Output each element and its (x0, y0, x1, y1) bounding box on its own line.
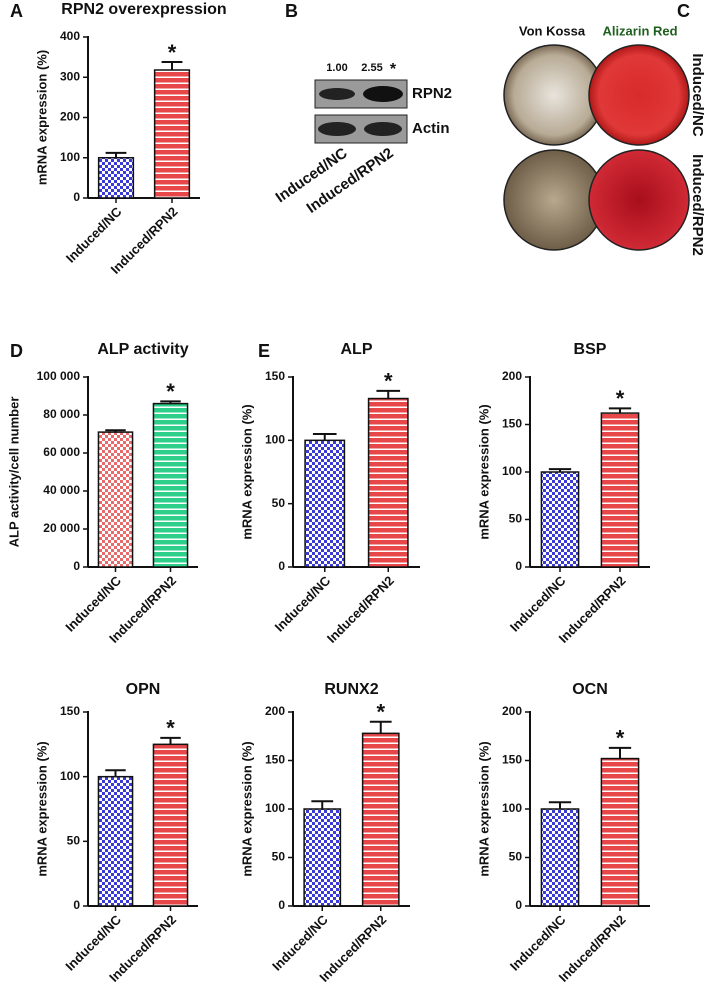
blot-significance: * (390, 61, 397, 78)
stain-column-label: Alizarin Red (602, 23, 677, 38)
stain-column-label: Von Kossa (519, 23, 586, 38)
panel-label: E (258, 341, 270, 361)
chart-title: OCN (572, 681, 608, 698)
bar (540, 471, 580, 568)
panel-label: D (10, 341, 23, 361)
y-tick-label: 200 (502, 369, 522, 383)
bar (97, 431, 134, 568)
stain-row-label: Induced/NC (689, 53, 706, 137)
significance-mark: * (168, 40, 177, 65)
significance-mark: * (376, 700, 385, 725)
stain-well (588, 149, 690, 251)
chart-title: BSP (574, 341, 607, 358)
stain-row-label: Induced/RPN2 (689, 154, 706, 256)
y-tick-label: 400 (60, 29, 80, 43)
blot-band (364, 122, 402, 136)
chart-title: OPN (126, 681, 161, 698)
x-tick-label: Induced/NC (269, 912, 331, 974)
y-tick-label: 300 (60, 69, 80, 83)
x-tick-label: Induced/NC (507, 912, 569, 974)
y-tick-label: 100 (265, 433, 285, 447)
y-tick-label: 20 000 (43, 521, 80, 535)
bar (303, 808, 342, 907)
blot-band (363, 86, 403, 102)
y-tick-label: 60 000 (43, 445, 80, 459)
y-tick-label: 100 (502, 801, 522, 815)
chart-title: ALP (341, 341, 373, 358)
y-tick-label: 50 (509, 512, 523, 526)
y-tick-label: 50 (272, 496, 286, 510)
blot-band (318, 122, 356, 136)
bar (304, 439, 346, 568)
y-tick-label: 150 (502, 753, 522, 767)
y-tick-label: 100 (502, 464, 522, 478)
y-tick-label: 150 (265, 369, 285, 383)
bar (600, 757, 640, 907)
bar (152, 743, 189, 907)
bar (153, 69, 191, 199)
y-tick-label: 150 (502, 417, 522, 431)
y-tick-label: 200 (502, 704, 522, 718)
panel-label: C (677, 1, 690, 21)
y-axis-label: mRNA expression (%) (476, 404, 491, 539)
y-axis-label: mRNA expression (%) (239, 741, 254, 876)
bar (97, 157, 135, 199)
bar (97, 775, 134, 907)
bar (152, 402, 189, 568)
y-tick-label: 100 (60, 150, 80, 164)
blot-band (319, 88, 355, 100)
y-tick-label: 0 (73, 190, 80, 204)
x-tick-label: Induced/NC (63, 204, 125, 266)
panel-label: B (285, 1, 298, 21)
panel-label: A (10, 1, 23, 21)
y-tick-label: 200 (265, 704, 285, 718)
y-tick-label: 0 (73, 898, 80, 912)
y-tick-label: 150 (60, 704, 80, 718)
y-tick-label: 0 (278, 559, 285, 573)
y-tick-label: 100 (265, 801, 285, 815)
y-tick-label: 0 (515, 898, 522, 912)
significance-mark: * (166, 379, 175, 404)
chart-title: RPN2 overexpression (61, 1, 226, 18)
bar (540, 808, 580, 907)
blot-band-label: Actin (412, 120, 450, 137)
bar (361, 732, 400, 907)
significance-mark: * (616, 386, 625, 411)
y-tick-label: 80 000 (43, 407, 80, 421)
y-tick-label: 100 000 (37, 369, 81, 383)
y-tick-label: 0 (515, 559, 522, 573)
y-axis-label: mRNA expression (%) (239, 404, 254, 539)
y-tick-label: 50 (67, 834, 81, 848)
chart-title: RUNX2 (324, 681, 378, 698)
blot-band-label: RPN2 (412, 85, 452, 102)
y-tick-label: 150 (265, 753, 285, 767)
chart-title: ALP activity (97, 341, 188, 358)
x-tick-label: Induced/NC (507, 573, 569, 635)
y-axis-label: ALP activity/cell number (6, 397, 21, 548)
y-tick-label: 0 (278, 898, 285, 912)
y-tick-label: 200 (60, 110, 80, 124)
bar (367, 397, 409, 568)
blot-ratio: 2.55 (361, 62, 382, 74)
significance-mark: * (616, 726, 625, 751)
blot-ratio: 1.00 (326, 62, 347, 74)
x-tick-label: Induced/RPN2 (324, 573, 397, 646)
y-tick-label: 0 (73, 559, 80, 573)
y-tick-label: 50 (509, 850, 523, 864)
y-axis-label: mRNA expression (%) (476, 741, 491, 876)
significance-mark: * (384, 369, 393, 394)
y-tick-label: 50 (272, 850, 286, 864)
y-axis-label: mRNA expression (%) (34, 741, 49, 876)
bar (600, 412, 640, 568)
stain-well (588, 44, 690, 146)
y-tick-label: 100 (60, 769, 80, 783)
significance-mark: * (166, 716, 175, 741)
y-tick-label: 40 000 (43, 483, 80, 497)
x-tick-label: Induced/NC (272, 573, 334, 635)
y-axis-label: mRNA expression (%) (34, 50, 49, 185)
